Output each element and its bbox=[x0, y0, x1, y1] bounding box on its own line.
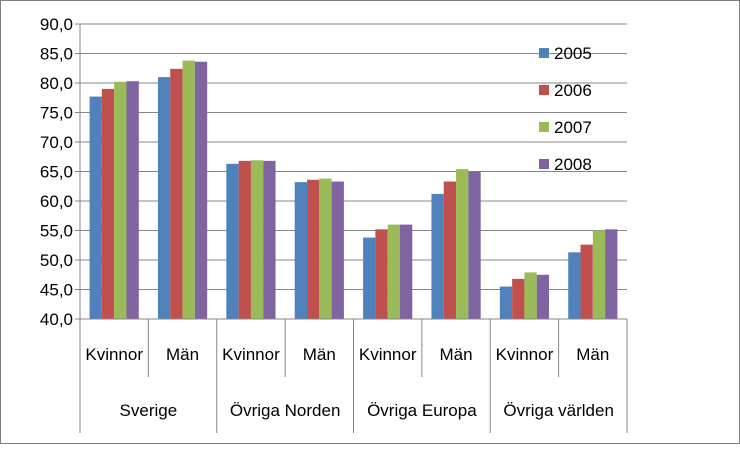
legend-swatch-2008 bbox=[539, 159, 549, 169]
bar-2006 bbox=[238, 160, 251, 319]
legend-label: 2005 bbox=[554, 44, 592, 63]
bar-2005 bbox=[89, 96, 102, 319]
legend: 2005 2006 2007 2008 bbox=[539, 44, 592, 174]
bar-2008 bbox=[536, 274, 550, 319]
y-tick-label: 40,0 bbox=[40, 310, 73, 329]
bars bbox=[89, 60, 618, 320]
bar-2007 bbox=[250, 160, 264, 319]
bar-2007 bbox=[387, 224, 400, 319]
legend-label: 2008 bbox=[554, 155, 592, 174]
y-tick-label: 85,0 bbox=[40, 45, 73, 64]
bar-2008 bbox=[399, 224, 413, 319]
bar-2006 bbox=[170, 68, 183, 319]
bar-2005 bbox=[431, 193, 444, 319]
y-tick-label: 45,0 bbox=[40, 281, 73, 300]
y-tick-label: 60,0 bbox=[40, 192, 73, 211]
bar-2006 bbox=[307, 179, 320, 319]
bar-2006 bbox=[580, 244, 593, 319]
y-tick-label: 70,0 bbox=[40, 133, 73, 152]
group-label: Övriga världen bbox=[503, 401, 614, 420]
bar-2008 bbox=[468, 171, 481, 319]
category-label: Kvinnor bbox=[222, 345, 280, 364]
legend-swatch-2005 bbox=[539, 48, 549, 58]
bar-2007 bbox=[182, 60, 195, 319]
bar-2006 bbox=[101, 88, 115, 320]
bar-2005 bbox=[226, 163, 239, 319]
y-tick-label: 90,0 bbox=[40, 15, 73, 34]
category-label: Män bbox=[440, 345, 473, 364]
bar-2008 bbox=[605, 229, 618, 319]
y-tick-label: 55,0 bbox=[40, 222, 73, 241]
category-label: Kvinnor bbox=[85, 345, 143, 364]
category-label: Män bbox=[166, 345, 199, 364]
y-tick-label: 75,0 bbox=[40, 104, 73, 123]
bar-2007 bbox=[319, 178, 332, 319]
category-label: Män bbox=[576, 345, 609, 364]
bar-2005 bbox=[363, 237, 376, 319]
y-tick-label: 50,0 bbox=[40, 251, 73, 270]
bar-2006 bbox=[512, 278, 525, 319]
bar-2007 bbox=[114, 81, 127, 319]
legend-label: 2006 bbox=[554, 81, 592, 100]
y-tick-label: 65,0 bbox=[40, 163, 73, 182]
group-label: Övriga Europa bbox=[367, 401, 477, 420]
bar-2008 bbox=[194, 61, 208, 319]
legend-swatch-2006 bbox=[539, 85, 549, 95]
bar-2005 bbox=[499, 286, 513, 319]
bar-2008 bbox=[331, 181, 344, 319]
bar-2005 bbox=[568, 252, 581, 319]
category-label: Män bbox=[303, 345, 336, 364]
bar-2005 bbox=[157, 77, 171, 319]
legend-label: 2007 bbox=[554, 118, 592, 137]
bar-2008 bbox=[263, 160, 276, 319]
bar-2006 bbox=[375, 229, 388, 319]
legend-swatch-2007 bbox=[539, 122, 549, 132]
group-label: Sverige bbox=[120, 401, 178, 420]
bar-2007 bbox=[456, 169, 469, 319]
group-label: Övriga Norden bbox=[230, 401, 341, 420]
category-label: Kvinnor bbox=[496, 345, 554, 364]
bar-2005 bbox=[294, 182, 308, 319]
bar-2007 bbox=[524, 272, 537, 319]
axes: 40,0 45,0 50,0 55,0 60,0 65,0 70,0 75,0 80,0 85,0… bbox=[40, 15, 628, 433]
bar-2006 bbox=[443, 181, 457, 319]
category-label: Kvinnor bbox=[359, 345, 417, 364]
bar-2007 bbox=[592, 230, 606, 319]
y-tick-label: 80,0 bbox=[40, 74, 73, 93]
bar-2008 bbox=[126, 81, 139, 319]
